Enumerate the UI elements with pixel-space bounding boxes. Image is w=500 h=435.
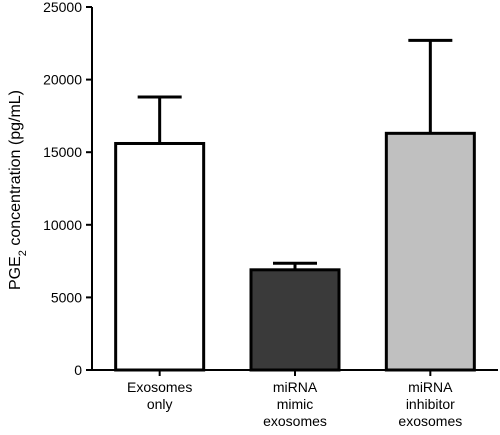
y-tick-label: 5000 [51, 289, 82, 305]
bar [249, 268, 341, 372]
svg-text:PGE2 concentration (pg/mL): PGE2 concentration (pg/mL) [7, 90, 29, 290]
y-tick-label: 15000 [43, 144, 82, 160]
y-axis-title-suffix: concentration (pg/mL) [7, 90, 24, 250]
y-axis-title-subscript: 2 [17, 250, 29, 256]
x-tick-label: miRNA inhibitor exosomes [398, 379, 462, 429]
bar [114, 141, 206, 372]
y-tick-label: 25000 [43, 0, 82, 15]
x-tick-label-line: inhibitor [406, 396, 455, 412]
error-bars-group [137, 38, 453, 270]
y-tick-label: 0 [74, 362, 82, 378]
y-axis-title: PGE2 concentration (pg/mL) [7, 90, 29, 290]
bar [384, 131, 476, 372]
x-tick-label-line: exosomes [398, 413, 462, 429]
y-tick-label: 20000 [43, 72, 82, 88]
x-tick-label-line: exosomes [263, 413, 327, 429]
x-tick-label: miRNA mimic exosomes [263, 379, 327, 429]
x-tick-label-line: Exosomes [127, 379, 192, 395]
x-tick-label: Exosomes only [127, 379, 192, 412]
y-tick-label: 10000 [43, 217, 82, 233]
x-tick-label-line: mimic [277, 396, 314, 412]
x-tick-label-line: miRNA [408, 379, 453, 395]
bars-group [114, 131, 476, 372]
x-tick-label-line: miRNA [273, 379, 318, 395]
y-axis: 0 5000 10000 15000 20000 25000 [43, 0, 93, 378]
x-tick-label-line: only [147, 396, 173, 412]
y-axis-title-prefix: PGE [7, 256, 24, 290]
